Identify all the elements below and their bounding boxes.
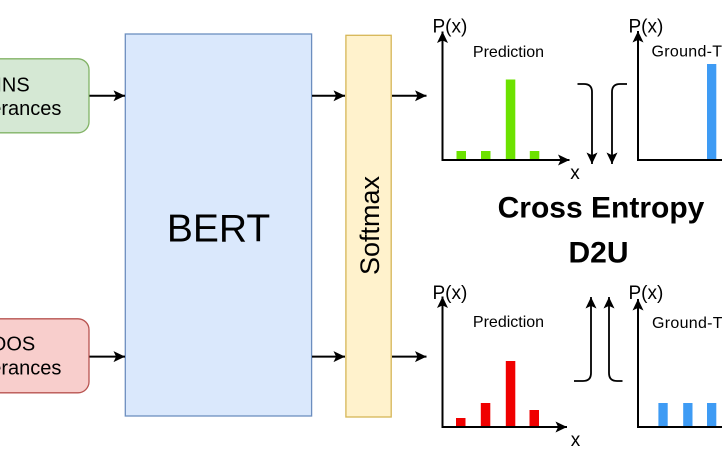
svg-text:Prediction: Prediction [473,314,544,331]
svg-text:x: x [570,163,580,184]
svg-text:Utterances: Utterances [0,358,61,380]
svg-text:Prediction: Prediction [473,44,544,61]
svg-text:P(x): P(x) [629,17,664,38]
svg-text:INS: INS [0,75,30,97]
svg-text:Utterances: Utterances [0,98,61,120]
svg-text:Softmax: Softmax [355,175,385,275]
svg-text:P(x): P(x) [433,17,468,38]
svg-text:Ground-Truth: Ground-Truth [652,315,722,332]
svg-text:P(x): P(x) [433,283,468,304]
svg-text:D2U: D2U [568,237,628,270]
svg-text:Cross Entropy: Cross Entropy [498,192,705,225]
svg-text:Ground-Truth: Ground-Truth [652,44,722,61]
svg-text:x: x [571,430,581,450]
svg-text:OOS: OOS [0,334,35,356]
svg-text:BERT: BERT [167,208,270,251]
svg-text:P(x): P(x) [629,283,664,304]
